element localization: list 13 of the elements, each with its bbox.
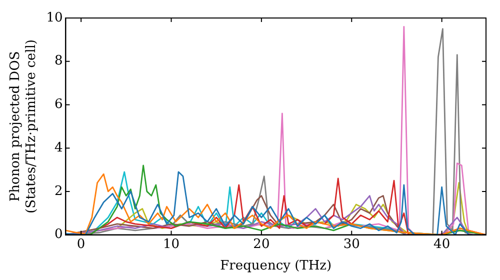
y-tick-label: 0: [54, 227, 63, 242]
y-tick-label: 6: [54, 97, 63, 112]
x-tick-label: 30: [343, 236, 360, 252]
x-tick-label: 0: [76, 236, 86, 252]
x-axis-title: Frequency (THz): [220, 258, 332, 274]
y-axis-title: Phonon projected DOS (States/THz·primitive cell): [8, 39, 39, 214]
x-tick-label: 40: [434, 236, 450, 252]
y-tick-label: 4: [54, 140, 63, 156]
y-tick-label: 10: [46, 10, 63, 26]
x-tick-label: 10: [162, 236, 180, 252]
x-tick-label: 20: [253, 236, 270, 252]
y-tick-label: 2: [54, 184, 63, 199]
y-tick-label: 8: [54, 54, 63, 69]
